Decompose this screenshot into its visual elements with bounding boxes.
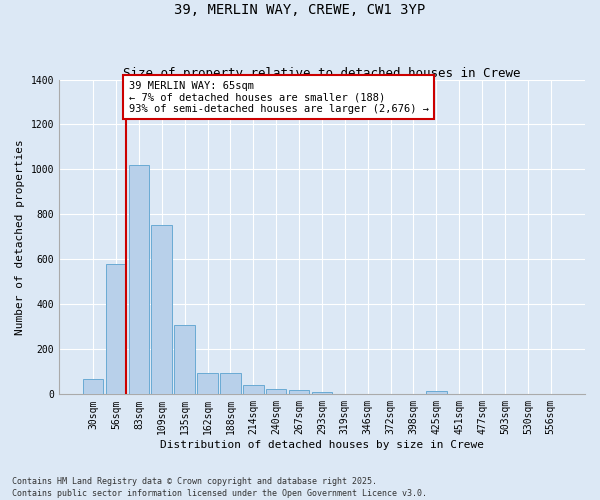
Bar [311,392,332,394]
Bar [106,264,127,394]
Text: 39 MERLIN WAY: 65sqm
← 7% of detached houses are smaller (188)
93% of semi-detac: 39 MERLIN WAY: 65sqm ← 7% of detached ho… [128,80,428,114]
Text: Contains HM Land Registry data © Crown copyright and database right 2025.
Contai: Contains HM Land Registry data © Crown c… [12,476,427,498]
X-axis label: Distribution of detached houses by size in Crewe: Distribution of detached houses by size … [160,440,484,450]
Title: Size of property relative to detached houses in Crewe: Size of property relative to detached ho… [123,66,521,80]
Bar [243,385,263,394]
Bar [266,390,286,394]
Bar [128,165,149,394]
Bar [220,373,241,394]
Bar [289,390,310,394]
Bar [426,391,446,394]
Text: 39, MERLIN WAY, CREWE, CW1 3YP: 39, MERLIN WAY, CREWE, CW1 3YP [175,2,425,16]
Bar [83,378,103,394]
Y-axis label: Number of detached properties: Number of detached properties [15,139,25,335]
Bar [175,324,195,394]
Bar [197,373,218,394]
Bar [151,224,172,394]
